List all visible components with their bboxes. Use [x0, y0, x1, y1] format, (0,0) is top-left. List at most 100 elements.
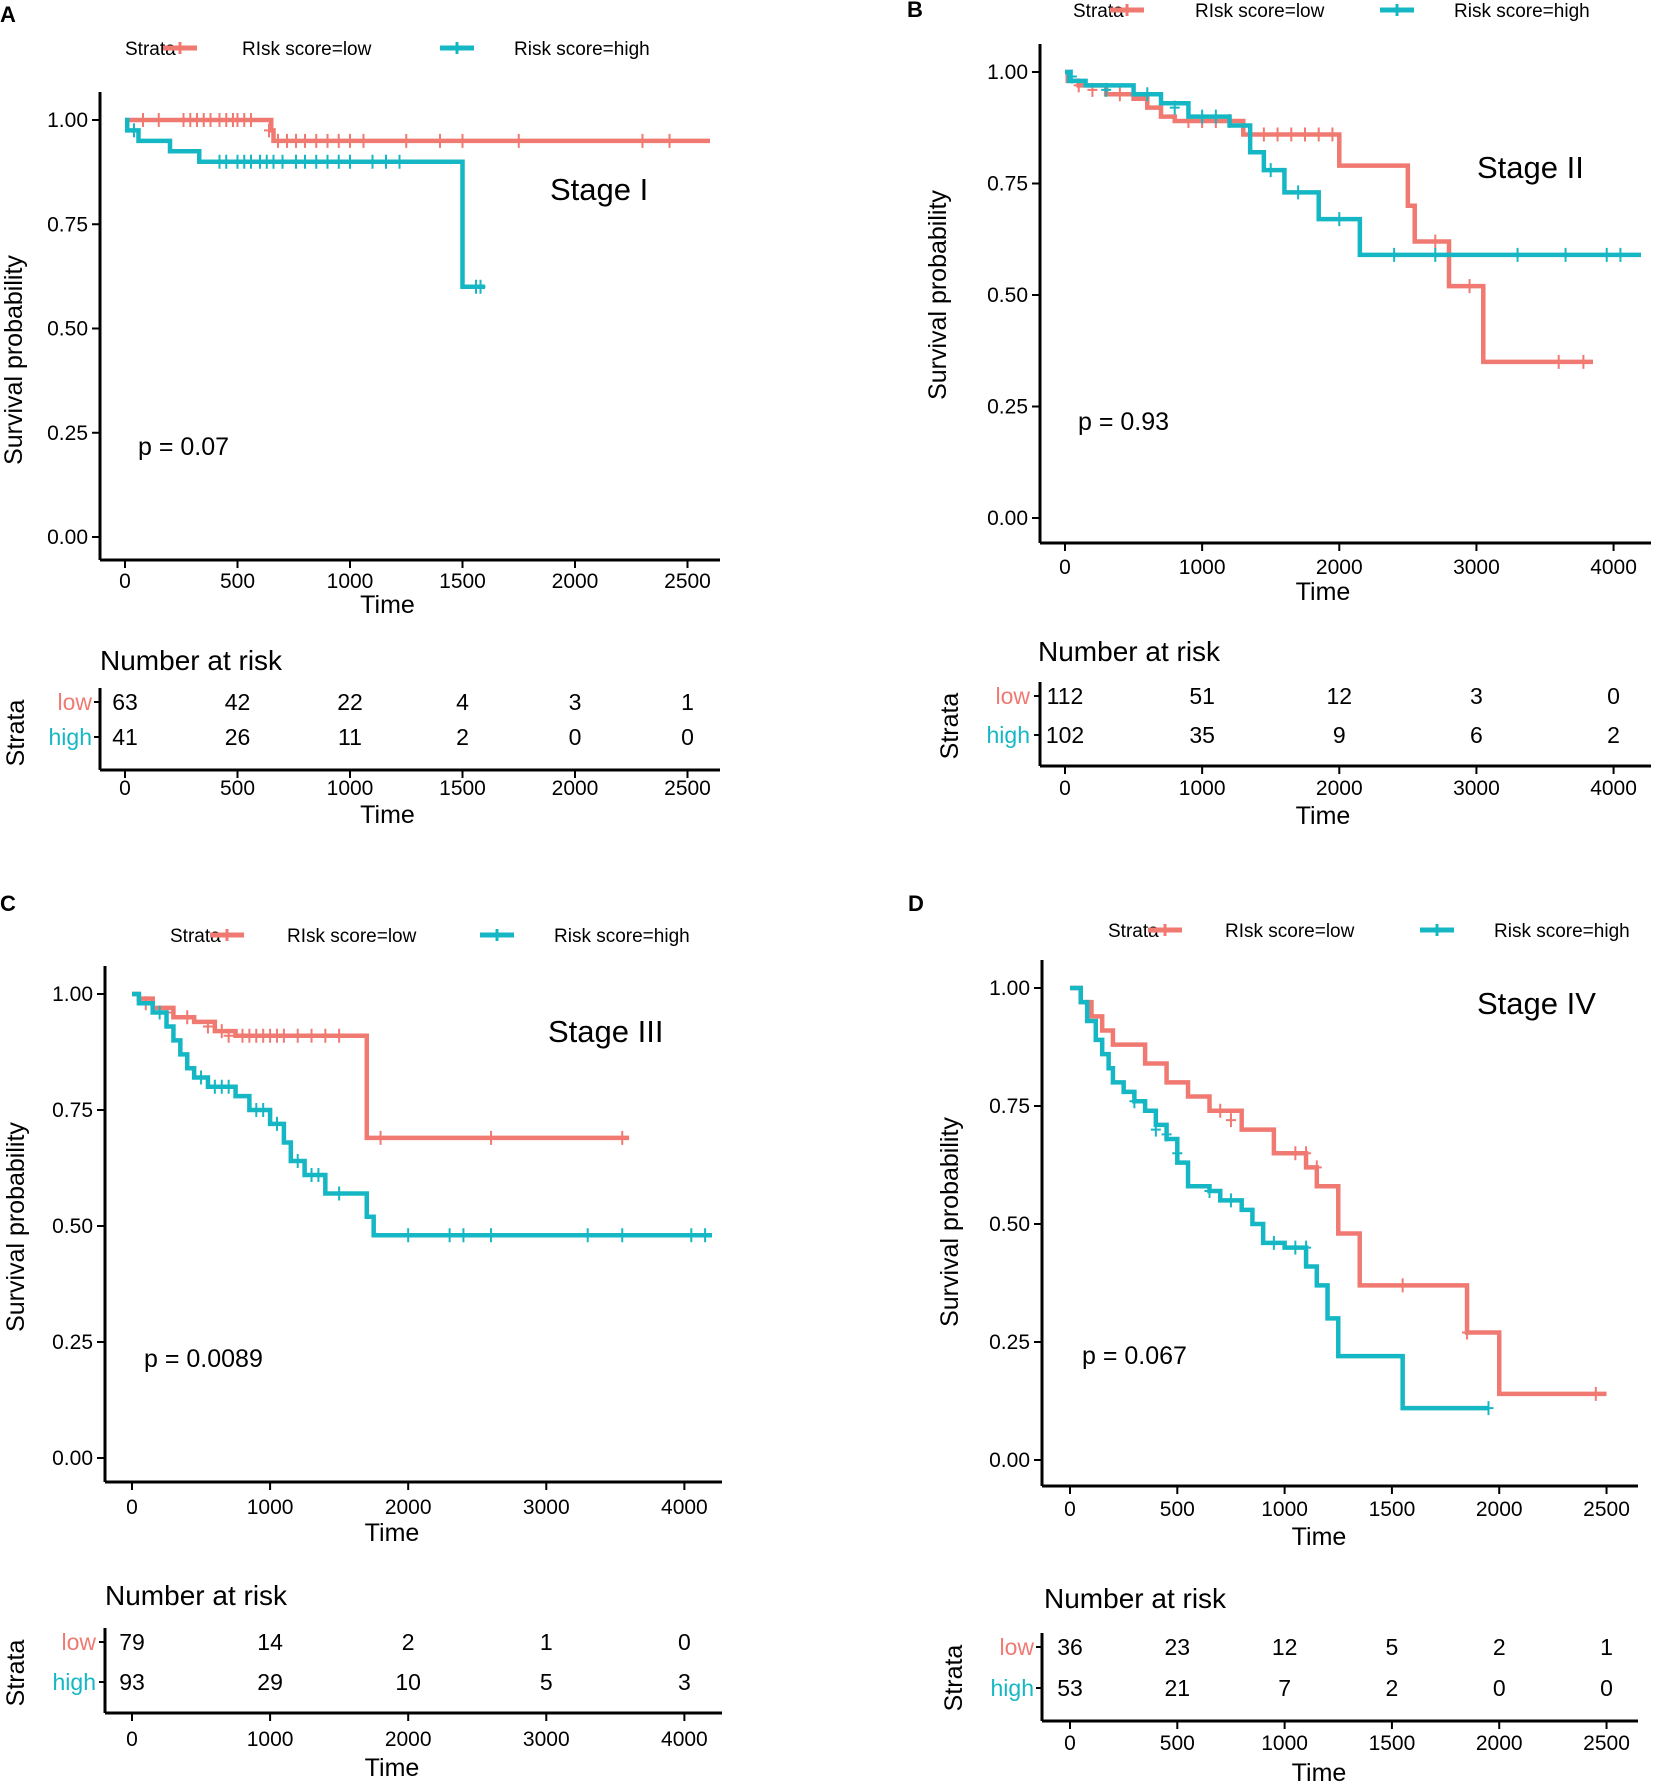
censor-mark-low — [1462, 1325, 1473, 1340]
risk-strata-title: Strata — [936, 693, 964, 760]
x-tick-label: 4000 — [661, 1496, 708, 1519]
censor-mark-low — [300, 133, 310, 148]
y-tick-label: 1.00 — [987, 61, 1028, 84]
x-tick-label: 1500 — [439, 570, 486, 593]
censor-mark-low — [202, 1019, 213, 1034]
censor-mark-low — [216, 1024, 227, 1039]
censor-mark-low — [223, 1028, 234, 1043]
risk-x-tick-label: 500 — [1160, 1732, 1195, 1755]
x-tick-label: 2500 — [664, 570, 711, 593]
risk-x-tick-label: 2000 — [1316, 777, 1363, 800]
censor-mark-low — [292, 1028, 303, 1043]
risk-count-low: 14 — [257, 1629, 283, 1655]
risk-count-low: 3 — [569, 689, 582, 715]
y-tick-label: 1.00 — [52, 983, 93, 1006]
risk-count-high: 3 — [678, 1669, 691, 1695]
legend-label-low: RIsk score=low — [287, 926, 417, 947]
censor-mark-low — [1300, 127, 1310, 142]
x-tick-label: 2000 — [385, 1496, 432, 1519]
censor-mark-low — [1114, 87, 1125, 102]
risk-count-low: 12 — [1272, 1634, 1298, 1660]
censor-mark-high — [292, 1154, 303, 1169]
risk-x-tick-label: 2000 — [1476, 1732, 1523, 1755]
censor-mark-high — [1601, 247, 1612, 262]
y-tick-label: 1.00 — [989, 977, 1030, 1000]
censor-mark-high — [322, 154, 333, 169]
legend-title: Strata — [1073, 1, 1124, 22]
x-tick-label: 1000 — [247, 1496, 294, 1519]
x-tick-label: 2000 — [1476, 1498, 1523, 1521]
censor-mark-high — [300, 154, 310, 169]
x-tick-label: 1000 — [327, 570, 374, 593]
censor-mark-high — [1430, 247, 1441, 262]
censor-mark-high — [1334, 212, 1345, 227]
km-panel-b: B Strata RIsk score=low Risk score=high 0.00… — [907, 0, 1651, 830]
censor-mark-low — [1215, 1103, 1226, 1118]
censor-mark-high — [1169, 100, 1180, 115]
censor-mark-low — [664, 133, 675, 148]
y-axis-title: Survival probability — [2, 1122, 30, 1332]
censor-mark-high — [313, 1167, 324, 1182]
y-tick-label: 0.25 — [987, 396, 1028, 419]
censor-mark-high — [223, 1079, 234, 1094]
censor-mark-high — [345, 154, 355, 169]
legend-label-high: Risk score=high — [554, 926, 690, 947]
stage-label: Stage II — [1477, 150, 1584, 185]
panel-label: C — [0, 891, 16, 916]
censor-mark-high — [1197, 109, 1208, 124]
censor-mark-low — [278, 1028, 289, 1043]
risk-count-low: 22 — [337, 689, 363, 715]
censor-mark-high — [1268, 1235, 1279, 1250]
legend-label-high: Risk score=high — [514, 39, 650, 60]
risk-count-high: 9 — [1333, 722, 1346, 748]
censor-mark-low — [513, 133, 524, 148]
x-tick-label: 3000 — [1453, 556, 1500, 579]
censor-mark-high — [1142, 87, 1153, 102]
risk-count-low: 112 — [1047, 683, 1084, 709]
y-tick-label: 0.25 — [989, 1331, 1030, 1354]
km-panel-a: A Strata RIsk score=low Risk score=high 0.00… — [0, 2, 720, 829]
risk-count-high: 2 — [456, 724, 469, 750]
risk-x-tick-label: 2500 — [1583, 1732, 1630, 1755]
y-tick-label: 0.00 — [987, 507, 1028, 530]
censor-mark-high — [277, 154, 288, 169]
censor-mark-low — [435, 133, 445, 148]
risk-count-high: 53 — [1057, 1675, 1083, 1701]
risk-row-label-high: high — [49, 724, 92, 750]
censor-mark-low — [345, 133, 355, 148]
risk-count-low: 5 — [1386, 1634, 1399, 1660]
y-tick-label: 0.00 — [52, 1447, 93, 1470]
x-tick-label: 2500 — [1583, 1498, 1630, 1521]
risk-x-tick-label: 0 — [1059, 777, 1071, 800]
censor-mark-high — [291, 154, 301, 169]
p-value: p = 0.07 — [138, 433, 229, 461]
panel-label: B — [907, 0, 923, 22]
censor-mark-high — [1615, 247, 1626, 262]
risk-count-low: 23 — [1165, 1634, 1191, 1660]
risk-count-high: 2 — [1386, 1675, 1399, 1701]
censor-mark-high — [458, 1228, 469, 1243]
risk-row-label-low: low — [999, 1634, 1034, 1660]
y-axis-title: Survival probability — [0, 255, 28, 465]
censor-mark-high — [1389, 247, 1400, 262]
km-curve-low — [125, 117, 710, 144]
x-tick-label: 500 — [1160, 1498, 1195, 1521]
x-tick-label: 500 — [220, 570, 255, 593]
censor-mark-high — [268, 154, 279, 169]
censor-mark-high — [129, 123, 139, 138]
x-tick-label: 1500 — [1369, 1498, 1416, 1521]
risk-count-high: 35 — [1189, 722, 1215, 748]
x-axis-title: Time — [360, 591, 415, 619]
risk-count-high: 102 — [1046, 722, 1084, 748]
censor-mark-low — [333, 133, 344, 148]
risk-table-title: Number at risk — [1038, 636, 1221, 667]
censor-mark-high — [1210, 109, 1221, 124]
legend-label-high: Risk score=high — [1454, 1, 1590, 22]
km-panel-c: C Strata RIsk score=low Risk score=high 0.00… — [0, 891, 722, 1782]
x-tick-label: 1000 — [1179, 556, 1226, 579]
risk-strata-title: Strata — [940, 1645, 968, 1712]
stage-label: Stage I — [550, 172, 648, 207]
risk-x-axis-title: Time — [360, 801, 415, 829]
censor-mark-low — [138, 113, 148, 127]
